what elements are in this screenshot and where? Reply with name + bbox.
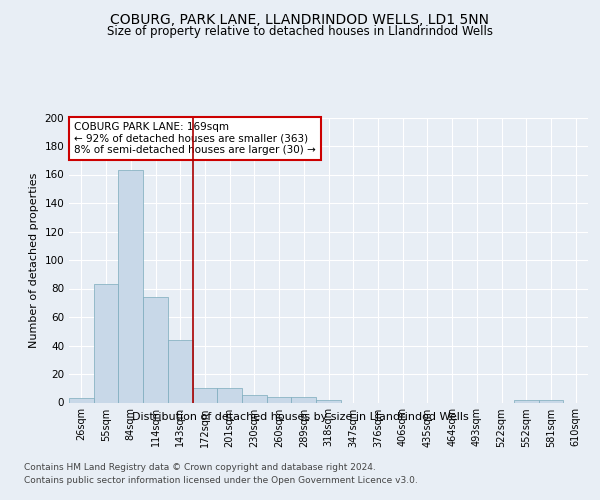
Text: Contains HM Land Registry data © Crown copyright and database right 2024.: Contains HM Land Registry data © Crown c…	[24, 462, 376, 471]
Text: Distribution of detached houses by size in Llandrindod Wells: Distribution of detached houses by size …	[131, 412, 469, 422]
Bar	[69, 398, 94, 402]
Bar	[514, 400, 539, 402]
Y-axis label: Number of detached properties: Number of detached properties	[29, 172, 39, 348]
Bar	[118, 170, 143, 402]
Text: COBURG, PARK LANE, LLANDRINDOD WELLS, LD1 5NN: COBURG, PARK LANE, LLANDRINDOD WELLS, LD…	[110, 12, 490, 26]
Bar	[193, 388, 217, 402]
Bar	[217, 388, 242, 402]
Bar	[267, 397, 292, 402]
Bar	[94, 284, 118, 403]
Bar	[242, 396, 267, 402]
Text: Size of property relative to detached houses in Llandrindod Wells: Size of property relative to detached ho…	[107, 25, 493, 38]
Bar	[143, 297, 168, 403]
Bar	[168, 340, 193, 402]
Bar	[539, 400, 563, 402]
Text: COBURG PARK LANE: 169sqm
← 92% of detached houses are smaller (363)
8% of semi-d: COBURG PARK LANE: 169sqm ← 92% of detach…	[74, 122, 316, 155]
Bar	[292, 397, 316, 402]
Bar	[316, 400, 341, 402]
Text: Contains public sector information licensed under the Open Government Licence v3: Contains public sector information licen…	[24, 476, 418, 485]
